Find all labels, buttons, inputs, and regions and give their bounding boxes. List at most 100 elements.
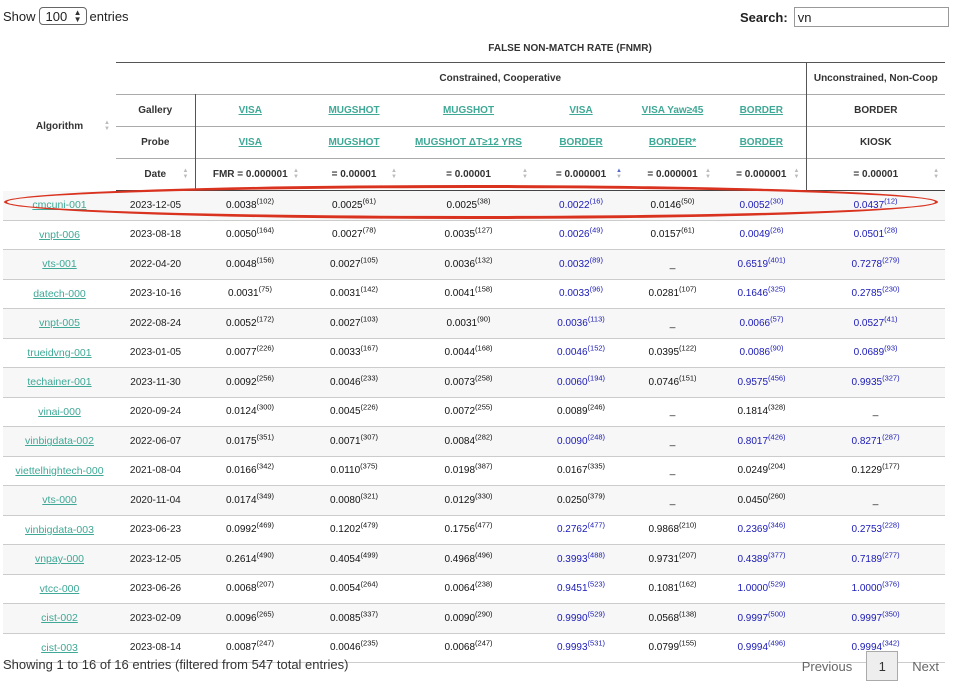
algorithm-cell[interactable]: cist-002 bbox=[3, 603, 116, 634]
algorithm-link[interactable]: vts-001 bbox=[42, 258, 77, 271]
algorithm-link[interactable]: vinbigdata-003 bbox=[25, 523, 94, 536]
fmr-col-7[interactable]: = 0.00001 ▲ ▼ bbox=[805, 158, 946, 191]
probe-col-1[interactable]: VISA bbox=[195, 126, 305, 159]
fmr-col-2[interactable]: = 0.00001 ▲ ▼ bbox=[305, 158, 403, 191]
fnmr-value: 0.0129 bbox=[444, 494, 476, 506]
algorithm-link[interactable]: vts-000 bbox=[42, 494, 77, 507]
fnmr-value: _ bbox=[669, 406, 676, 418]
algorithm-cell[interactable]: vnpt-006 bbox=[3, 220, 116, 250]
fnmr-value: 0.0041 bbox=[444, 288, 476, 300]
table-info: Showing 1 to 16 of 16 entries (filtered … bbox=[3, 657, 349, 672]
algorithm-cell[interactable]: cmcuni-001 bbox=[3, 190, 116, 221]
algorithm-link[interactable]: cist-003 bbox=[41, 641, 78, 654]
algorithm-link[interactable]: vnpt-006 bbox=[39, 228, 80, 241]
algorithm-cell[interactable]: datech-000 bbox=[3, 279, 116, 309]
algorithm-link[interactable]: vinbigdata-002 bbox=[25, 435, 94, 448]
fmr-label: = 0.00001 bbox=[331, 169, 377, 180]
rank-value: (238) bbox=[475, 579, 493, 589]
algorithm-link[interactable]: techainer-001 bbox=[27, 376, 92, 389]
algorithm-link[interactable]: trueidvng-001 bbox=[27, 346, 92, 359]
gallery-col-3[interactable]: MUGSHOT bbox=[403, 94, 534, 127]
gallery-col-1[interactable]: VISA bbox=[195, 94, 305, 127]
gallery-link[interactable]: MUGSHOT bbox=[328, 105, 380, 116]
fnmr-value: 0.1229 bbox=[851, 465, 883, 477]
algorithm-cell[interactable]: trueidvng-001 bbox=[3, 338, 116, 368]
fnmr-value: 0.2614 bbox=[225, 553, 257, 565]
algorithm-link[interactable]: vinai-000 bbox=[38, 405, 81, 418]
algorithm-link[interactable]: cist-002 bbox=[41, 612, 78, 625]
search-input[interactable]: vn bbox=[793, 7, 949, 27]
rank-value: (342) bbox=[882, 638, 900, 648]
fnmr-value: 0.0174 bbox=[225, 494, 257, 506]
rank-value: (247) bbox=[256, 638, 275, 648]
fnmr-value: 0.0089 bbox=[556, 406, 588, 418]
algorithm-link[interactable]: cmcuni-001 bbox=[32, 199, 87, 211]
fnmr-value: 0.0048 bbox=[225, 258, 257, 270]
probe-link[interactable]: BORDER bbox=[739, 137, 783, 148]
probe-col-4[interactable]: BORDER bbox=[534, 126, 628, 159]
fnmr-cell: 0.2614(490) bbox=[195, 544, 305, 575]
table-row: cist-003 2023-08-14 0.0087(247) 0.0046(235)… bbox=[3, 633, 946, 663]
fmr-col-6[interactable]: = 0.000001 ▲ ▼ bbox=[717, 158, 806, 191]
probe-link[interactable]: VISA bbox=[238, 137, 262, 148]
probe-link[interactable]: BORDER* bbox=[648, 137, 697, 148]
group-unconstrained: Unconstrained, Non-Coop bbox=[805, 62, 946, 95]
rank-value: (282) bbox=[475, 432, 493, 442]
algorithm-cell[interactable]: vtcc-000 bbox=[3, 574, 116, 604]
fnmr-cell: 0.0050(164) bbox=[195, 220, 305, 250]
page-button[interactable]: 1 bbox=[866, 651, 899, 681]
gallery-link[interactable]: MUGSHOT bbox=[442, 105, 495, 116]
rank-value: (28) bbox=[884, 225, 898, 235]
fmr-label: = 0.00001 bbox=[446, 169, 491, 180]
algorithm-cell[interactable]: vinai-000 bbox=[3, 397, 116, 427]
gallery-link[interactable]: VISA Yaw≥45 bbox=[641, 105, 704, 116]
gallery-col-4[interactable]: VISA bbox=[534, 94, 628, 127]
algorithm-cell[interactable]: techainer-001 bbox=[3, 367, 116, 398]
gallery-link[interactable]: BORDER bbox=[739, 105, 783, 116]
gallery-col-6[interactable]: BORDER bbox=[717, 94, 806, 127]
entries-select[interactable]: 100 ▲ ▼ bbox=[38, 7, 87, 25]
algorithm-link[interactable]: vnpt-005 bbox=[39, 317, 80, 330]
fmr-col-1[interactable]: FMR = 0.000001 ▲ ▼ bbox=[195, 158, 305, 191]
probe-col-2[interactable]: MUGSHOT bbox=[305, 126, 403, 159]
previous-button[interactable]: Previous bbox=[801, 658, 853, 674]
fnmr-cell: 0.4389(377) bbox=[717, 544, 806, 575]
fmr-col-4[interactable]: = 0.000001 ▲ ▼ bbox=[534, 158, 628, 191]
algorithm-link[interactable]: vtcc-000 bbox=[39, 582, 80, 595]
fnmr-cell: 0.0045(226) bbox=[305, 397, 403, 427]
probe-link[interactable]: MUGSHOT bbox=[328, 137, 380, 148]
algorithm-cell[interactable]: viettelhightech-000 bbox=[3, 456, 116, 486]
algorithm-link[interactable]: viettelhightech-000 bbox=[15, 464, 104, 477]
fnmr-value: 0.1081 bbox=[648, 583, 680, 595]
algorithm-cell[interactable]: vts-001 bbox=[3, 249, 116, 280]
algorithm-cell[interactable]: vinbigdata-002 bbox=[3, 426, 116, 457]
gallery-link[interactable]: VISA bbox=[569, 105, 593, 116]
algorithm-link[interactable]: datech-000 bbox=[33, 287, 86, 300]
fnmr-value: _ bbox=[872, 406, 879, 418]
algorithm-cell[interactable]: vts-000 bbox=[3, 485, 116, 516]
fmr-col-5[interactable]: = 0.000001 ▲ ▼ bbox=[628, 158, 717, 191]
table-row: vnpt-006 2023-08-18 0.0050(164) 0.0027(78) 0… bbox=[3, 220, 946, 250]
gallery-link[interactable]: VISA bbox=[238, 105, 262, 116]
fnmr-value: _ bbox=[669, 317, 676, 329]
probe-col-5[interactable]: BORDER* bbox=[628, 126, 717, 159]
probe-col-3[interactable]: MUGSHOT ΔT≥12 YRS bbox=[403, 126, 534, 159]
algorithm-link[interactable]: vnpay-000 bbox=[34, 553, 85, 566]
algorithm-header[interactable]: Algorithm ▲ ▼ bbox=[3, 63, 116, 191]
algorithm-cell[interactable]: cist-003 bbox=[3, 633, 116, 663]
algorithm-cell[interactable]: vnpay-000 bbox=[3, 544, 116, 575]
rank-value: (207) bbox=[256, 579, 275, 589]
algorithm-cell[interactable]: vnpt-005 bbox=[3, 308, 116, 339]
probe-col-6[interactable]: BORDER bbox=[717, 126, 806, 159]
fnmr-cell: 0.1229(177) bbox=[806, 456, 946, 486]
rank-value: (247) bbox=[475, 638, 493, 648]
algorithm-cell[interactable]: vinbigdata-003 bbox=[3, 515, 116, 545]
next-button[interactable]: Next bbox=[912, 658, 939, 674]
sort-icon: ▲ ▼ bbox=[182, 167, 189, 180]
gallery-col-5[interactable]: VISA Yaw≥45 bbox=[628, 94, 717, 127]
fmr-col-3[interactable]: = 0.00001 ▲ ▼ bbox=[403, 158, 534, 191]
probe-link[interactable]: MUGSHOT ΔT≥12 YRS bbox=[415, 137, 522, 148]
gallery-col-2[interactable]: MUGSHOT bbox=[305, 94, 403, 127]
date-header[interactable]: Date ▲ ▼ bbox=[116, 158, 196, 191]
probe-link[interactable]: BORDER bbox=[559, 137, 603, 148]
